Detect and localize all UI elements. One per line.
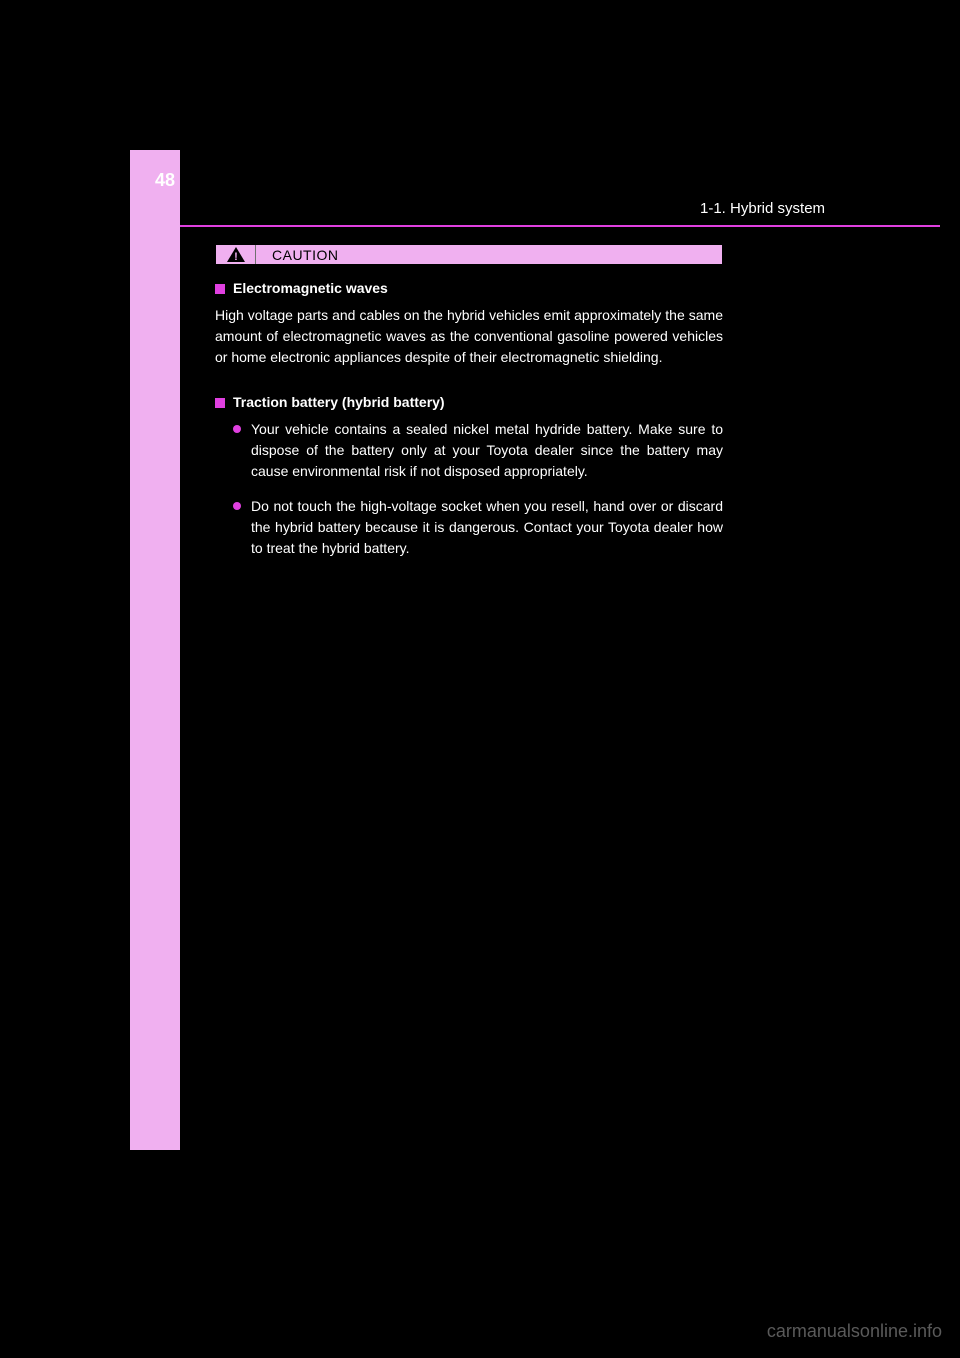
heading-text: Electromagnetic waves <box>233 280 388 296</box>
header-divider <box>180 225 940 227</box>
sidebar-tab <box>130 150 180 1150</box>
content-area: Electromagnetic waves High voltage parts… <box>215 278 723 573</box>
square-bullet-icon <box>215 398 225 408</box>
section-heading: Traction battery (hybrid battery) <box>215 392 723 413</box>
caution-banner: ! CAUTION <box>215 244 723 265</box>
page-number: 48 <box>155 170 175 191</box>
bullet-text: Do not touch the high-voltage socket whe… <box>251 496 723 559</box>
section-title: 1-1. Hybrid system <box>700 200 825 217</box>
bullet-text: Your vehicle contains a sealed nickel me… <box>251 419 723 482</box>
section-heading: Electromagnetic waves <box>215 278 723 299</box>
bullet-item: Your vehicle contains a sealed nickel me… <box>215 419 723 482</box>
section-body: High voltage parts and cables on the hyb… <box>215 305 723 368</box>
dot-bullet-icon <box>233 425 241 433</box>
warning-icon: ! <box>216 245 256 264</box>
caution-label: CAUTION <box>256 247 339 263</box>
watermark: carmanualsonline.info <box>767 1321 942 1342</box>
dot-bullet-icon <box>233 502 241 510</box>
bullet-item: Do not touch the high-voltage socket whe… <box>215 496 723 559</box>
square-bullet-icon <box>215 284 225 294</box>
heading-text: Traction battery (hybrid battery) <box>233 394 445 410</box>
svg-text:!: ! <box>234 251 238 262</box>
